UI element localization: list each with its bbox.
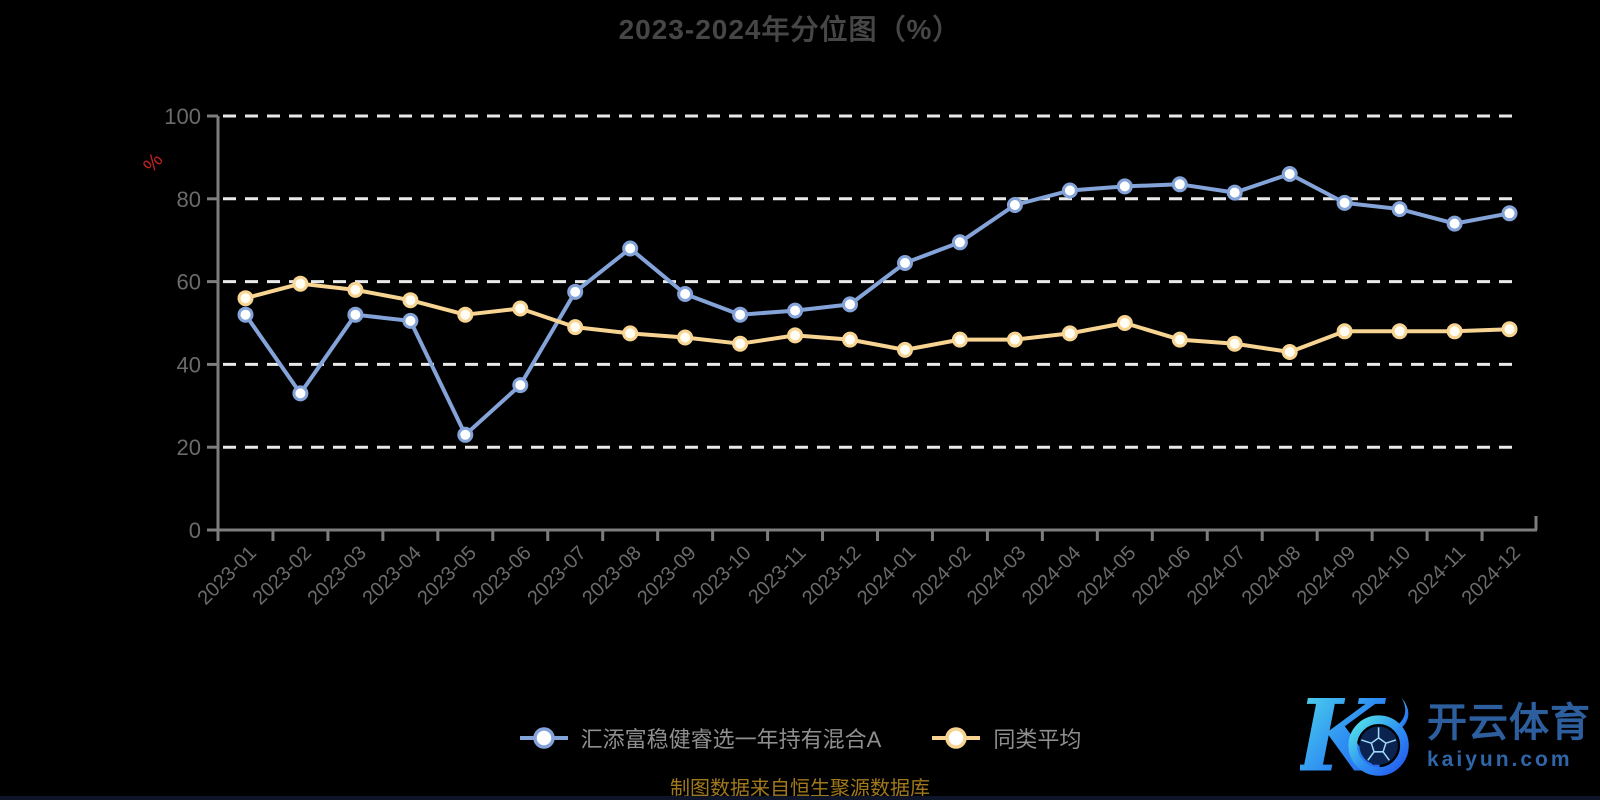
x-axis-label-2024-09: 2024-09 (1293, 542, 1360, 609)
x-axis-label-2024-04: 2024-04 (1018, 542, 1085, 609)
bottom-strip (0, 796, 1600, 800)
series-2-point-2024-09[interactable] (1336, 323, 1353, 340)
x-axis-label-2024-06: 2024-06 (1128, 542, 1195, 609)
x-axis-label-2023-11: 2023-11 (744, 542, 810, 608)
series-1-point-2024-03[interactable] (1006, 197, 1023, 213)
logo-domain: kaiyun.com (1427, 748, 1573, 771)
legend-item-fund[interactable]: 汇添富稳健睿选一年持有混合A (519, 722, 882, 754)
series-2-point-2024-01[interactable] (897, 341, 913, 358)
series-2-point-2023-11[interactable] (787, 327, 804, 344)
series-2-point-2024-11[interactable] (1446, 323, 1463, 340)
x-axis-label-2023-05: 2023-05 (413, 542, 480, 609)
series-2-point-2024-06[interactable] (1171, 331, 1188, 348)
kaiyun-logo[interactable]: K 开云体育 kaiyun.com (1300, 686, 1591, 786)
x-axis-label-2024-01: 2024-01 (853, 542, 920, 609)
x-axis-label-2024-05: 2024-05 (1073, 542, 1140, 609)
y-axis-label-60: 60 (177, 270, 201, 295)
series-1-point-2024-12[interactable] (1501, 205, 1518, 222)
y-axis-label-40: 40 (177, 352, 201, 377)
series-1-point-2023-12[interactable] (842, 296, 858, 313)
x-axis-label-2024-11: 2024-11 (1404, 542, 1470, 608)
series-1-point-2024-10[interactable] (1391, 201, 1408, 218)
series-2-point-2024-10[interactable] (1391, 323, 1408, 340)
x-axis-label-2023-10: 2023-10 (688, 542, 755, 609)
legend-label-fund: 汇添富稳健睿选一年持有混合A (580, 727, 882, 752)
series-2-point-2024-05[interactable] (1116, 315, 1133, 331)
x-axis-label-2024-03: 2024-03 (963, 542, 1030, 609)
x-axis-label-2024-10: 2024-10 (1348, 542, 1415, 609)
legend-label-average: 同类平均 (993, 727, 1082, 752)
series-1-point-2023-03[interactable] (347, 306, 364, 323)
series-1-point-2024-11[interactable] (1446, 215, 1463, 232)
series-1-point-2023-08[interactable] (622, 240, 639, 257)
y-axis-label-20: 20 (177, 435, 201, 460)
series-2-point-2023-08[interactable] (622, 325, 639, 342)
series-1-point-2024-01[interactable] (897, 255, 913, 271)
data-source-caption: 制图数据来自恒生聚源数据库 (670, 778, 930, 800)
x-axis-label-2023-08: 2023-08 (578, 542, 645, 609)
x-axis-label-2023-07: 2023-07 (523, 542, 590, 609)
series-2-point-2023-03[interactable] (347, 281, 364, 298)
series-2-point-2024-04[interactable] (1061, 325, 1078, 342)
series-2-point-2023-07[interactable] (567, 319, 584, 336)
series-1-point-2023-07[interactable] (567, 283, 584, 300)
series-2-point-2024-08[interactable] (1281, 344, 1298, 360)
chart-legend: 汇添富稳健睿选一年持有混合A 同类平均 (0, 722, 1600, 754)
x-axis-label-2024-12: 2024-12 (1458, 542, 1525, 609)
y-axis-label-0: 0 (189, 518, 201, 543)
series-1-point-2023-09[interactable] (677, 286, 694, 302)
series-2-point-2023-01[interactable] (237, 290, 254, 307)
series-2-point-2024-12[interactable] (1501, 321, 1518, 338)
y-axis-label-80: 80 (177, 187, 201, 212)
series-1-point-2024-08[interactable] (1281, 166, 1298, 182)
series-line-2 (243, 281, 1512, 354)
series-1-point-2023-04[interactable] (402, 312, 419, 329)
series-1-point-2024-06[interactable] (1171, 176, 1188, 193)
legend-line-marker-icon (932, 727, 981, 749)
line-chart: 0 20 40 60 80 100 2023-012023-022023-032023-04… (139, 104, 1538, 609)
series-2-point-2024-02[interactable] (951, 331, 968, 348)
series-1-point-2023-01[interactable] (237, 306, 254, 323)
series-2-point-2023-06[interactable] (512, 300, 529, 317)
x-axis-label-2024-02: 2024-02 (908, 542, 975, 609)
series-2-point-2023-10[interactable] (732, 335, 749, 352)
legend-line-marker-icon (519, 727, 568, 749)
series-1-point-2023-06[interactable] (512, 377, 529, 394)
x-axis-label-2023-04: 2023-04 (358, 542, 425, 609)
series-2-point-2024-07[interactable] (1226, 335, 1243, 352)
y-axis-label-100: 100 (164, 104, 201, 129)
x-axis-label-2023-03: 2023-03 (303, 542, 370, 609)
x-axis-label-2023-02: 2023-02 (249, 542, 316, 609)
x-axis-label-2024-08: 2024-08 (1238, 542, 1305, 609)
series-2-point-2024-03[interactable] (1006, 331, 1023, 348)
series-1-point-2024-07[interactable] (1226, 184, 1243, 201)
x-axis-label-2024-07: 2024-07 (1183, 542, 1250, 609)
series-2-point-2023-05[interactable] (457, 306, 474, 323)
series-1-point-2024-05[interactable] (1116, 178, 1133, 195)
series-1-point-2023-02[interactable] (292, 385, 309, 402)
x-axis-label-2023-09: 2023-09 (633, 542, 700, 609)
series-2-point-2023-12[interactable] (842, 331, 858, 348)
x-axis-label-2023-01: 2023-01 (194, 542, 261, 609)
legend-item-average[interactable]: 同类平均 (931, 722, 1081, 754)
y-axis-unit-label: % (139, 149, 167, 177)
series-1-point-2024-09[interactable] (1336, 194, 1353, 211)
chart-title: 2023-2024年分位图（%） (618, 14, 962, 45)
logo-brand: 开云体育 (1427, 701, 1591, 745)
series-1-point-2023-10[interactable] (732, 306, 749, 323)
x-axis-label-2023-06: 2023-06 (468, 542, 535, 609)
series-1-point-2024-02[interactable] (951, 234, 968, 251)
series-1-point-2024-04[interactable] (1061, 182, 1078, 199)
series-1-point-2023-11[interactable] (787, 302, 804, 319)
series-line-1 (243, 172, 1512, 437)
series-2-point-2023-02[interactable] (292, 275, 309, 292)
series-2-point-2023-04[interactable] (402, 292, 419, 309)
x-axis-label-2023-12: 2023-12 (798, 542, 865, 609)
series-2-point-2023-09[interactable] (677, 329, 694, 346)
series-1-point-2023-05[interactable] (457, 426, 474, 443)
kaiyun-k-soccer-icon: K (1300, 686, 1409, 786)
